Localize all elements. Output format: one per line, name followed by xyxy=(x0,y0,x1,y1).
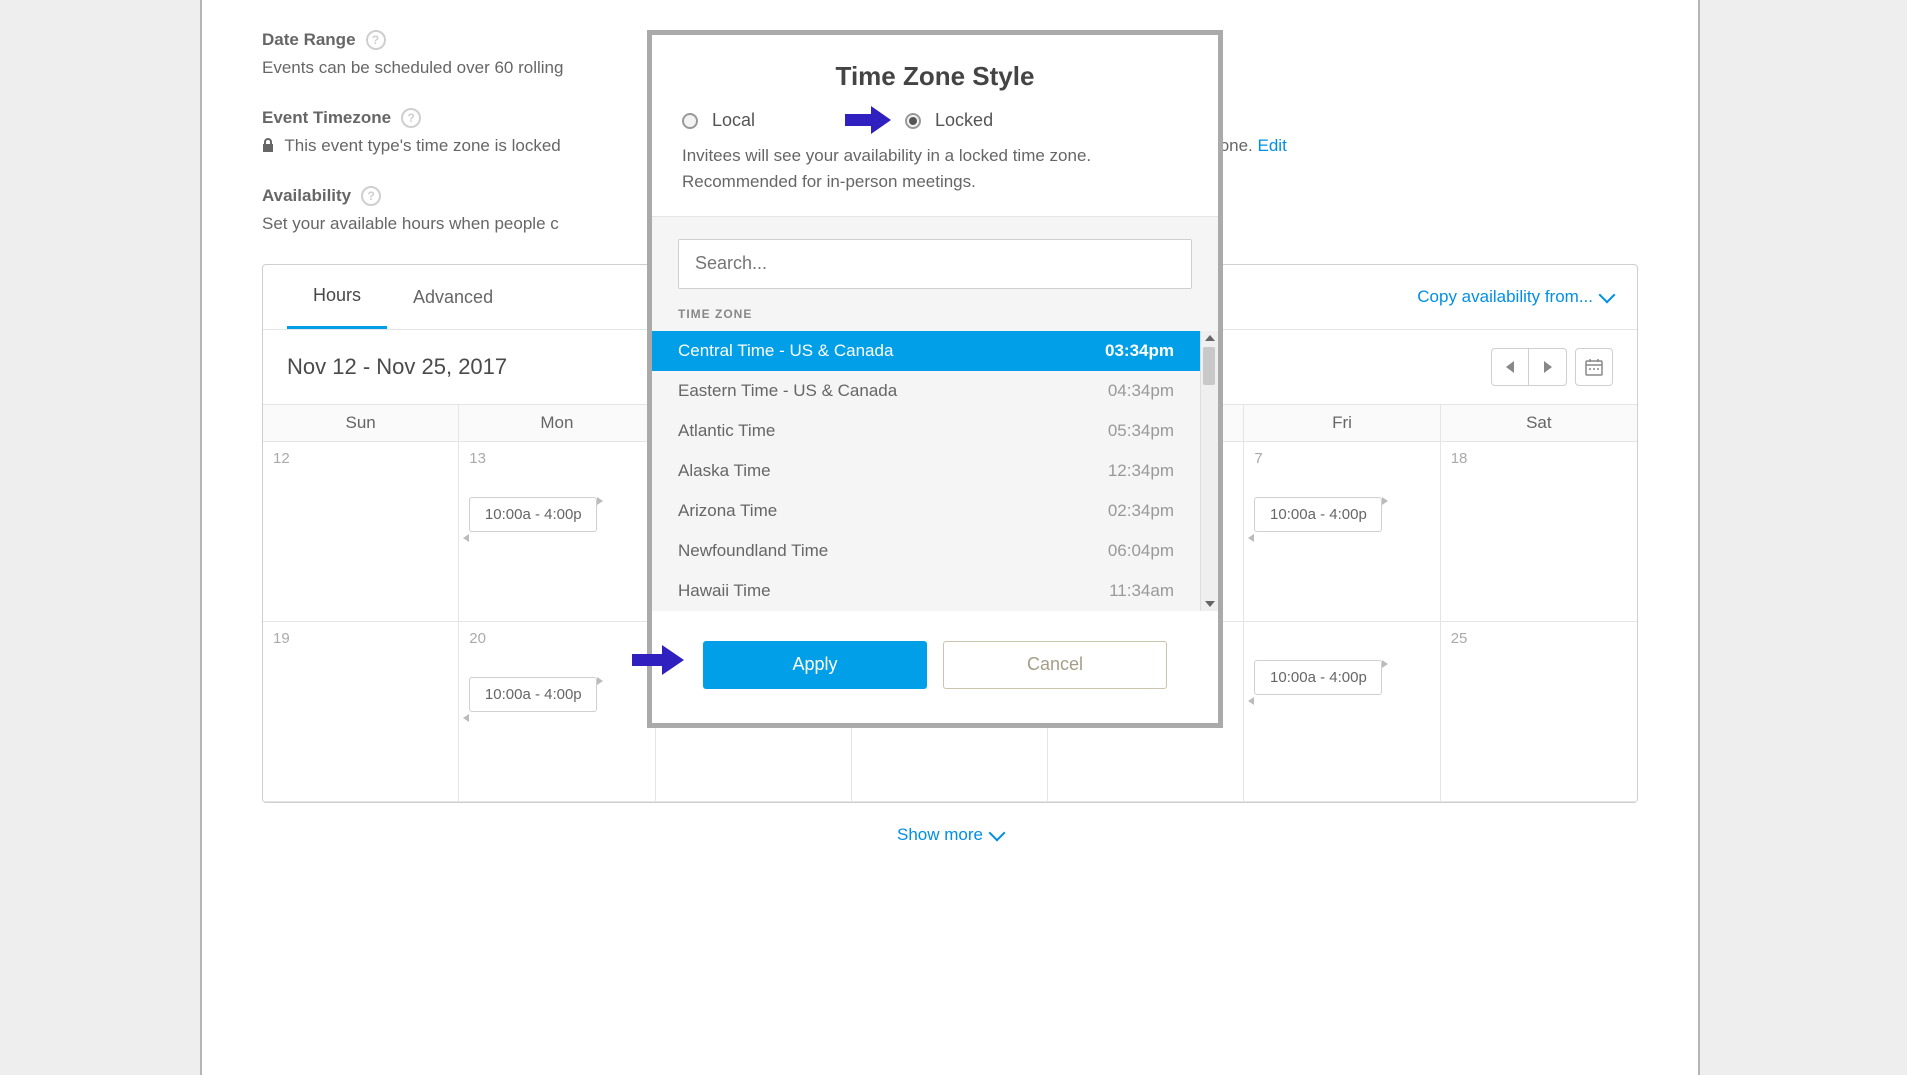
annotation-arrow-icon xyxy=(632,643,684,677)
calendar-cell[interactable]: 7 10:00a - 4:00p xyxy=(1244,442,1440,622)
calendar-cell[interactable]: 20 10:00a - 4:00p xyxy=(459,622,655,802)
calendar-icon xyxy=(1585,358,1603,376)
timezone-item[interactable]: Hawaii Time 11:34am xyxy=(652,571,1200,611)
copy-availability-link[interactable]: Copy availability from... xyxy=(1417,287,1613,307)
timezone-item[interactable]: Central Time - US & Canada 03:34pm xyxy=(652,331,1200,371)
calendar-picker-button[interactable] xyxy=(1575,348,1613,386)
calendar-day-number: 18 xyxy=(1451,450,1627,467)
availability-chip[interactable]: 10:00a - 4:00p xyxy=(469,677,597,712)
modal-description: Invitees will see your availability in a… xyxy=(652,139,1218,216)
lock-icon xyxy=(262,137,274,151)
annotation-arrow-icon xyxy=(845,104,891,136)
radio-locked[interactable]: Locked xyxy=(905,110,993,131)
radio-icon xyxy=(682,113,698,129)
chevron-left-icon xyxy=(1506,361,1514,373)
calendar-cell[interactable]: 19 xyxy=(263,622,459,802)
chevron-down-icon xyxy=(1599,287,1616,304)
availability-chip[interactable]: 10:00a - 4:00p xyxy=(1254,660,1382,695)
event-timezone-body-prefix: This event type's time zone is locked xyxy=(284,136,560,155)
availability-title: Availability xyxy=(262,186,351,206)
availability-chip[interactable]: 10:00a - 4:00p xyxy=(1254,497,1382,532)
scrollbar[interactable] xyxy=(1200,331,1218,611)
calendar-day-number: 20 xyxy=(469,630,644,647)
timezone-time: 06:04pm xyxy=(1108,541,1174,561)
event-timezone-title: Event Timezone xyxy=(262,108,391,128)
timezone-name: Atlantic Time xyxy=(678,421,775,441)
calendar-cell[interactable]: 25 xyxy=(1441,622,1637,802)
radio-local-label: Local xyxy=(712,110,755,131)
show-more-label: Show more xyxy=(897,825,983,845)
radio-locked-label: Locked xyxy=(935,110,993,131)
timezone-time: 05:34pm xyxy=(1108,421,1174,441)
calendar-day-header: Mon xyxy=(459,405,655,442)
timezone-time: 11:34am xyxy=(1109,581,1174,601)
help-icon[interactable]: ? xyxy=(401,108,421,128)
calendar-day-number: 13 xyxy=(469,450,644,467)
next-button[interactable] xyxy=(1529,348,1567,386)
timezone-item[interactable]: Newfoundland Time 06:04pm xyxy=(652,531,1200,571)
chevron-down-icon xyxy=(988,825,1005,842)
tab-hours[interactable]: Hours xyxy=(287,265,387,329)
scroll-down-icon xyxy=(1205,601,1215,607)
timezone-list: Central Time - US & Canada 03:34pm Eastern… xyxy=(652,331,1200,611)
timezone-time: 04:34pm xyxy=(1108,381,1174,401)
availability-chip[interactable]: 10:00a - 4:00p xyxy=(469,497,597,532)
tab-advanced[interactable]: Advanced xyxy=(387,267,519,328)
timezone-name: Newfoundland Time xyxy=(678,541,828,561)
scroll-thumb[interactable] xyxy=(1203,347,1215,385)
timezone-name: Hawaii Time xyxy=(678,581,771,601)
timezone-item[interactable]: Arizona Time 02:34pm xyxy=(652,491,1200,531)
calendar-cell[interactable]: 13 10:00a - 4:00p xyxy=(459,442,655,622)
timezone-name: Central Time - US & Canada xyxy=(678,341,893,361)
calendar-day-header: Fri xyxy=(1244,405,1440,442)
calendar-day-number: 19 xyxy=(273,630,448,647)
timezone-item[interactable]: Eastern Time - US & Canada 04:34pm xyxy=(652,371,1200,411)
timezone-name: Alaska Time xyxy=(678,461,771,481)
apply-button[interactable]: Apply xyxy=(703,641,927,689)
radio-icon xyxy=(905,113,921,129)
calendar-day-header: Sat xyxy=(1441,405,1637,442)
calendar-day-header: Sun xyxy=(263,405,459,442)
chevron-right-icon xyxy=(1544,361,1552,373)
calendar-day-number: 7 xyxy=(1254,450,1429,467)
calendar-day-number: 25 xyxy=(1451,630,1627,647)
help-icon[interactable]: ? xyxy=(361,186,381,206)
timezone-search-input[interactable] xyxy=(678,239,1192,289)
timezone-item[interactable]: Alaska Time 12:34pm xyxy=(652,451,1200,491)
timezone-time: 12:34pm xyxy=(1108,461,1174,481)
cancel-button[interactable]: Cancel xyxy=(943,641,1167,689)
calendar-cell[interactable]: 10:00a - 4:00p xyxy=(1244,622,1440,802)
timezone-list-header: TIME ZONE xyxy=(652,303,1218,331)
copy-availability-label: Copy availability from... xyxy=(1417,287,1593,307)
calendar-cell[interactable]: 12 xyxy=(263,442,459,622)
timezone-modal: Time Zone Style Local Locked Invitees wi… xyxy=(647,30,1223,728)
calendar-cell[interactable]: 18 xyxy=(1441,442,1637,622)
timezone-name: Eastern Time - US & Canada xyxy=(678,381,897,401)
timezone-time: 02:34pm xyxy=(1108,501,1174,521)
modal-title: Time Zone Style xyxy=(652,35,1218,110)
radio-local[interactable]: Local xyxy=(682,110,755,131)
scroll-up-icon xyxy=(1205,335,1215,341)
timezone-name: Arizona Time xyxy=(678,501,777,521)
date-range-title: Date Range xyxy=(262,30,356,50)
edit-link[interactable]: Edit xyxy=(1258,136,1287,155)
calendar-range-label: Nov 12 - Nov 25, 2017 xyxy=(287,354,507,380)
prev-button[interactable] xyxy=(1491,348,1529,386)
timezone-item[interactable]: Atlantic Time 05:34pm xyxy=(652,411,1200,451)
timezone-time: 03:34pm xyxy=(1105,341,1174,361)
help-icon[interactable]: ? xyxy=(366,30,386,50)
show-more-link[interactable]: Show more xyxy=(897,825,1003,845)
calendar-day-number: 12 xyxy=(273,450,448,467)
